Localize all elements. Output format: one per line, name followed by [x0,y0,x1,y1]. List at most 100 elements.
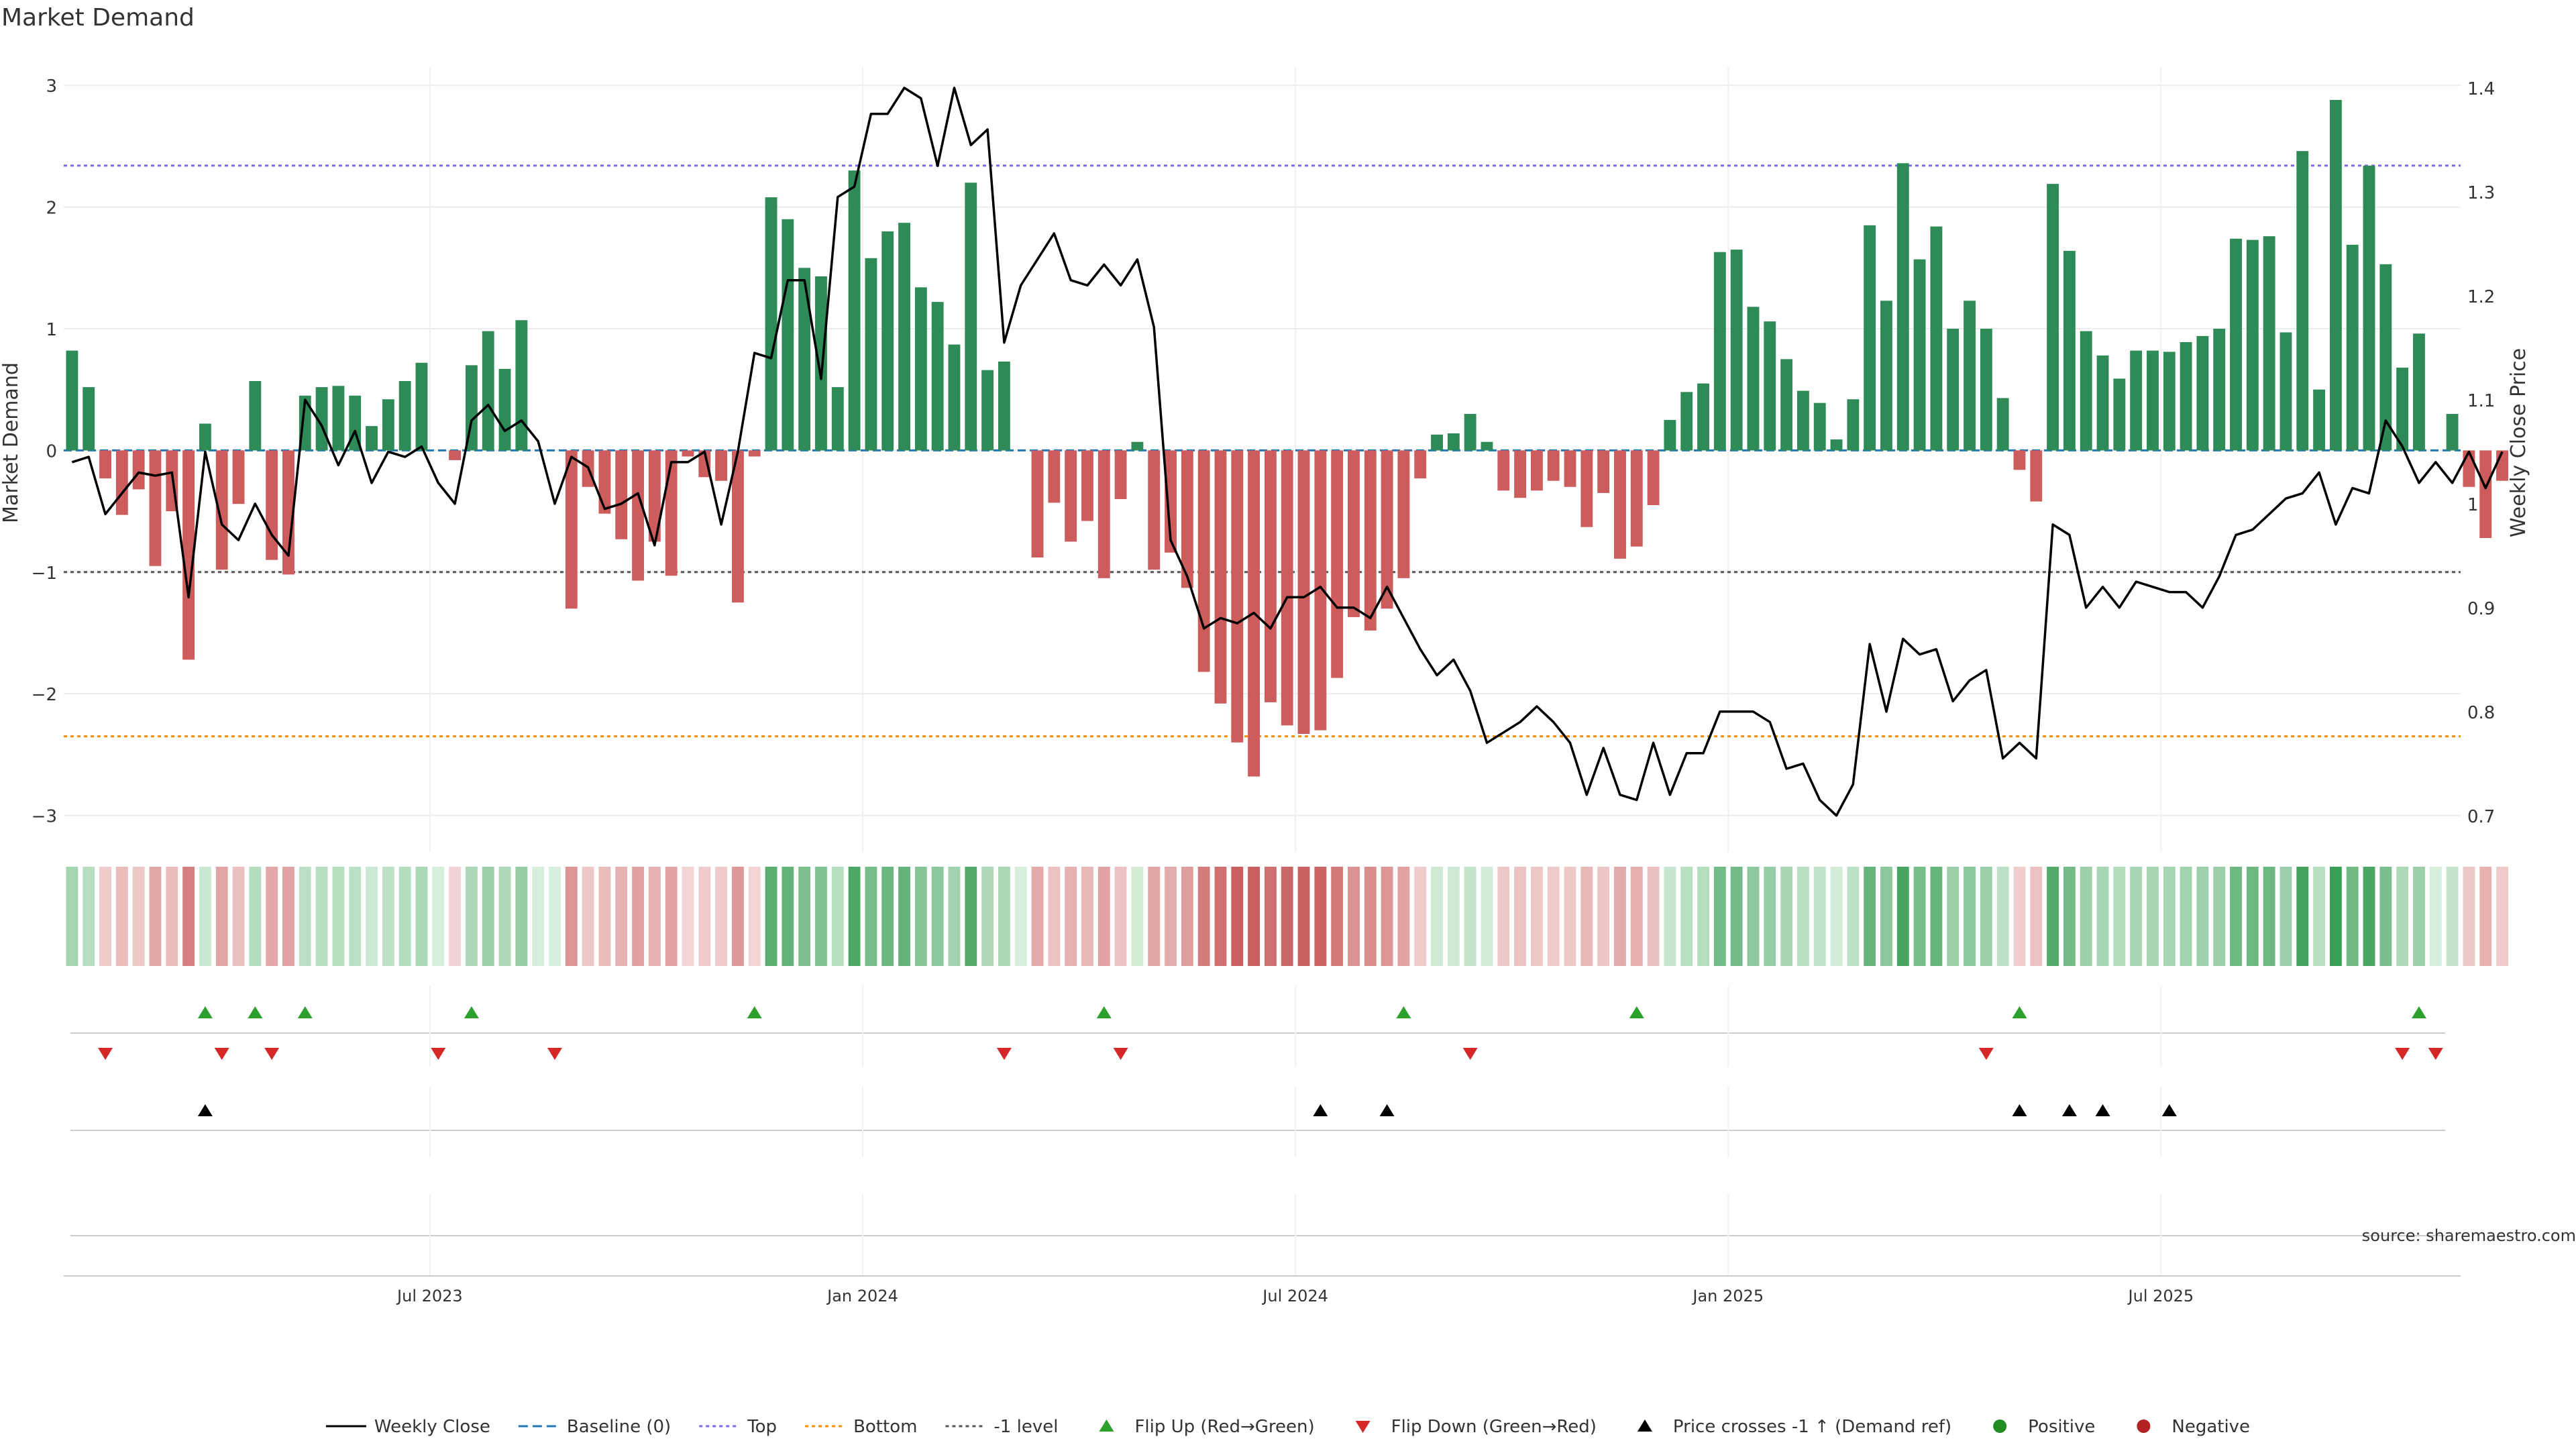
heat-cell [914,867,927,966]
demand-bar-negative [715,450,728,481]
heat-cell [1664,867,1676,966]
legend-label: Bottom [853,1417,917,1437]
demand-bar-negative [1081,450,1093,521]
demand-bar-negative [1031,450,1044,558]
heat-cell [266,867,278,966]
demand-bar-negative [215,450,228,570]
heat-cell [132,867,145,966]
demand-bar-positive [2063,250,2076,451]
flip-down-marker [2428,1048,2443,1060]
heat-cell [731,867,744,966]
heat-cell [1896,867,1909,966]
heat-cell [1397,867,1410,966]
heat-cell [848,867,861,966]
demand-bar-positive [1713,252,1726,451]
demand-bar-negative [598,450,611,514]
demand-bar-positive [965,182,977,451]
heat-cell [1847,867,1860,966]
flip-down-marker [1462,1048,1478,1060]
demand-bar-positive [914,287,927,451]
heat-cell [1314,867,1327,966]
flip-down-marker [98,1048,113,1060]
demand-bar-positive [1947,329,1960,451]
heat-cell [1514,867,1527,966]
demand-bar-negative [615,450,628,539]
demand-bar-negative [648,450,661,542]
heat-cell [2363,867,2375,966]
heat-cell [449,867,462,966]
y-tick-label: 2 [46,199,57,219]
demand-bar-negative [232,450,245,504]
heat-cell [1697,867,1709,966]
demand-bar-positive [1697,383,1709,451]
demand-bars [66,99,2508,777]
heat-cell [682,867,694,966]
reference-lines [64,164,2461,738]
heat-cell [232,867,245,966]
heat-cell [1331,867,1344,966]
heat-cell [415,867,428,966]
demand-bar-negative [1114,450,1127,499]
demand-bar-positive [998,361,1010,451]
demand-bar-negative [1314,450,1327,731]
demand-bar-negative [1048,450,1061,503]
heat-cell [765,867,777,966]
demand-bar-negative [1297,450,1310,735]
heat-cell [1248,867,1260,966]
y-tick-label: −2 [32,685,57,705]
demand-bar-negative [1264,450,1277,702]
heat-cell [748,867,761,966]
demand-bar-positive [815,276,827,451]
demand-bar-positive [2096,355,2109,451]
y2-tick-label: 1.1 [2467,391,2495,411]
heat-cell [1580,867,1593,966]
price-cross-marker [2012,1104,2027,1116]
demand-bar-negative [282,450,294,575]
demand-bar-positive [1864,225,1876,451]
demand-bar-positive [865,258,877,451]
flip-up-marker [747,1006,762,1018]
heat-cell [782,867,794,966]
heat-cell [1747,867,1760,966]
demand-bar-positive [2413,333,2425,451]
demand-bar-negative [449,450,462,460]
y2-axis-label: Weekly Close Price [2507,348,2530,537]
heat-cell [1996,867,2009,966]
heat-cell [398,867,411,966]
heat-cell [2496,867,2508,966]
demand-bar-negative [1065,450,1077,542]
heat-cell [1414,867,1427,966]
heat-cell [1131,867,1144,966]
heat-cell [2180,867,2192,966]
heat-cell [1930,867,1943,966]
y2-tick-label: 1 [2467,495,2479,515]
heat-cell [1214,867,1227,966]
demand-heat-strip [66,867,2508,966]
heat-cell [1381,867,1393,966]
chart-title: Market Demand [1,4,195,32]
heat-cell [315,867,328,966]
flip-down-marker [431,1048,446,1060]
demand-bar-positive [1447,433,1460,451]
demand-bar-negative [115,450,128,515]
flip-up-marker [2012,1006,2027,1018]
y-tick-label: 3 [46,76,57,97]
demand-bar-positive [1431,434,1443,451]
heat-cell [1547,867,1560,966]
demand-bar-negative [1614,450,1626,559]
x-tick-label: Jul 2025 [2127,1287,2194,1305]
flip-down-marker [1978,1048,1994,1060]
legend-label: Flip Up (Red→Green) [1134,1417,1314,1437]
demand-bar-positive [83,387,95,451]
heat-cell [2346,867,2359,966]
flip-down-marker [2395,1048,2410,1060]
heat-cell [1947,867,1960,966]
demand-bar-positive [2196,335,2209,451]
demand-bar-negative [665,450,678,576]
legend-marker [2137,1419,2151,1433]
heat-cell [2147,867,2159,966]
flip-markers-panel [70,986,2445,1067]
heat-cell [149,867,162,966]
flip-down-marker [214,1048,229,1060]
demand-bar-positive [1830,439,1843,451]
